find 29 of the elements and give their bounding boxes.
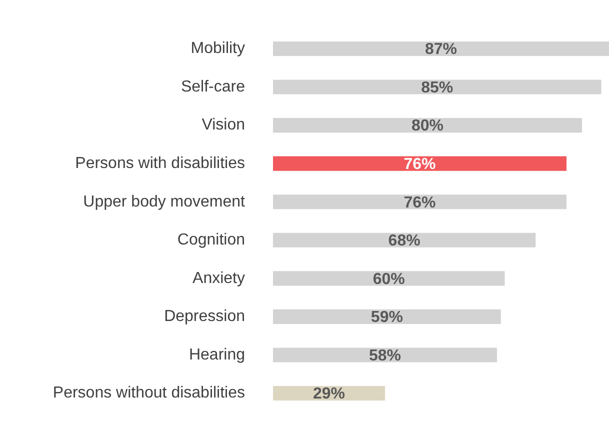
bar xyxy=(273,156,567,171)
data-label: 76% xyxy=(404,156,436,173)
data-label: 80% xyxy=(411,118,444,135)
y-tick-label: Depression xyxy=(164,308,245,326)
y-tick-label: Mobility xyxy=(190,40,245,58)
bar xyxy=(273,41,609,56)
bar xyxy=(273,348,497,362)
y-tick-label: Persons without disabilities xyxy=(52,384,245,402)
y-tick-label: Persons with disabilities xyxy=(75,154,245,172)
data-label: 68% xyxy=(388,232,420,250)
data-label: 59% xyxy=(370,309,403,326)
data-label: 85% xyxy=(421,79,454,96)
y-tick-label: Upper body movement xyxy=(83,193,246,210)
bar xyxy=(273,118,582,133)
bar xyxy=(273,80,602,94)
data-label: 87% xyxy=(424,41,458,58)
data-label: 58% xyxy=(368,347,402,364)
data-label: 76% xyxy=(404,194,436,212)
y-tick-label: Cognition xyxy=(177,232,245,249)
bar xyxy=(273,271,505,286)
bar xyxy=(273,194,567,210)
data-label: 29% xyxy=(312,386,346,403)
y-tick-label: Hearing xyxy=(188,346,245,364)
bar xyxy=(273,232,536,248)
y-tick-label: Self-care xyxy=(180,78,246,96)
bar xyxy=(273,309,501,324)
data-label: 60% xyxy=(372,270,405,288)
y-tick-label: Anxiety xyxy=(192,270,245,287)
y-tick-label: Vision xyxy=(202,116,245,134)
